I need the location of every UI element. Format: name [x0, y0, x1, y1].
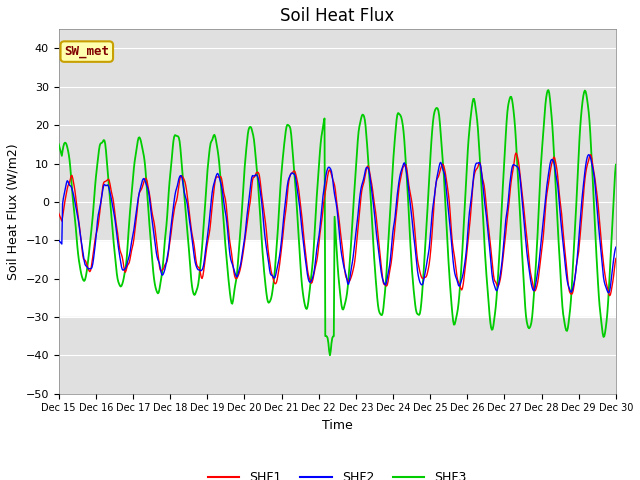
SHF2	[122, 264, 130, 270]
SHF3	[545, 87, 552, 93]
SHF3	[406, 230, 413, 236]
Title: Soil Heat Flux: Soil Heat Flux	[280, 7, 394, 25]
Line: SHF2: SHF2	[59, 155, 616, 293]
SHF3	[65, 152, 72, 157]
SHF2	[405, 190, 413, 196]
SHF1	[606, 293, 614, 299]
X-axis label: Time: Time	[322, 419, 353, 432]
SHF2	[208, 190, 216, 196]
SHF1	[55, 210, 63, 216]
SHF2	[605, 290, 612, 296]
SHF1	[421, 275, 429, 280]
SHF3	[122, 261, 130, 267]
Line: SHF1: SHF1	[59, 153, 616, 296]
SHF1	[179, 174, 186, 180]
SHF3	[422, 231, 430, 237]
SHF2	[55, 237, 63, 243]
Bar	[59, 317, 616, 394]
SHF2	[612, 244, 620, 250]
SHF2	[421, 269, 429, 275]
Bar	[59, 87, 616, 164]
SHF1	[612, 255, 620, 261]
SHF1	[512, 150, 520, 156]
SHF2	[65, 181, 72, 187]
Text: SW_met: SW_met	[64, 45, 109, 58]
Line: SHF3: SHF3	[59, 90, 616, 355]
SHF3	[208, 137, 216, 143]
Bar	[59, 29, 616, 87]
SHF3	[55, 142, 63, 147]
SHF3	[612, 162, 620, 168]
SHF1	[122, 267, 130, 273]
SHF3	[326, 352, 334, 358]
Bar	[59, 164, 616, 240]
SHF2	[179, 179, 186, 185]
SHF1	[405, 183, 413, 189]
SHF2	[585, 152, 593, 157]
Y-axis label: Soil Heat Flux (W/m2): Soil Heat Flux (W/m2)	[7, 143, 20, 280]
SHF3	[179, 172, 186, 178]
SHF1	[65, 181, 72, 187]
Legend: SHF1, SHF2, SHF3: SHF1, SHF2, SHF3	[203, 467, 472, 480]
SHF1	[208, 204, 216, 209]
